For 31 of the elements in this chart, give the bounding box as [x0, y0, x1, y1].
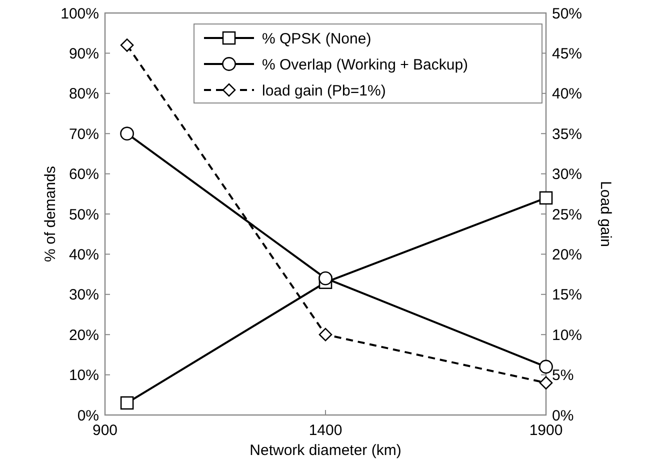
y2-tick-label: 20%	[552, 246, 582, 264]
y-axis-title: % of demands	[42, 166, 59, 262]
y-tick-label: 30%	[68, 286, 99, 304]
y2-tick-label: 40%	[552, 86, 582, 103]
y-tick-label: 80%	[68, 86, 99, 103]
legend-label: load gain (Pb=1%)	[262, 82, 386, 100]
y-tick-label: 10%	[68, 367, 99, 384]
y2-tick-label: 15%	[552, 286, 582, 304]
y2-tick-label: 30%	[552, 166, 582, 184]
y2-tick-label: 5%	[552, 367, 574, 384]
y2-tick-label: 10%	[552, 326, 582, 344]
y2-tick-label: 0%	[552, 407, 574, 424]
x-tick-label: 1400	[308, 422, 342, 439]
legend-label: % QPSK (None)	[262, 30, 372, 48]
y-tick-label: 100%	[60, 5, 99, 22]
legend-label: % Overlap (Working + Backup)	[262, 56, 468, 74]
y-tick-label: 60%	[68, 166, 99, 184]
y2-axis-title: Load gain	[597, 181, 614, 247]
y2-tick-label: 35%	[552, 126, 582, 143]
y-tick-label: 90%	[68, 45, 99, 62]
x-axis-title: Network diameter (km)	[250, 442, 402, 459]
y2-tick-label: 45%	[552, 45, 582, 62]
y-tick-label: 20%	[68, 326, 99, 344]
y-tick-label: 0%	[77, 407, 99, 424]
y2-tick-label: 25%	[552, 206, 582, 224]
y-tick-label: 40%	[68, 246, 99, 264]
y-tick-label: 70%	[68, 126, 99, 143]
y-tick-label: 50%	[68, 206, 99, 224]
x-tick-label: 1900	[529, 422, 563, 439]
x-tick-label: 900	[92, 422, 118, 439]
y2-tick-label: 50%	[552, 5, 582, 22]
